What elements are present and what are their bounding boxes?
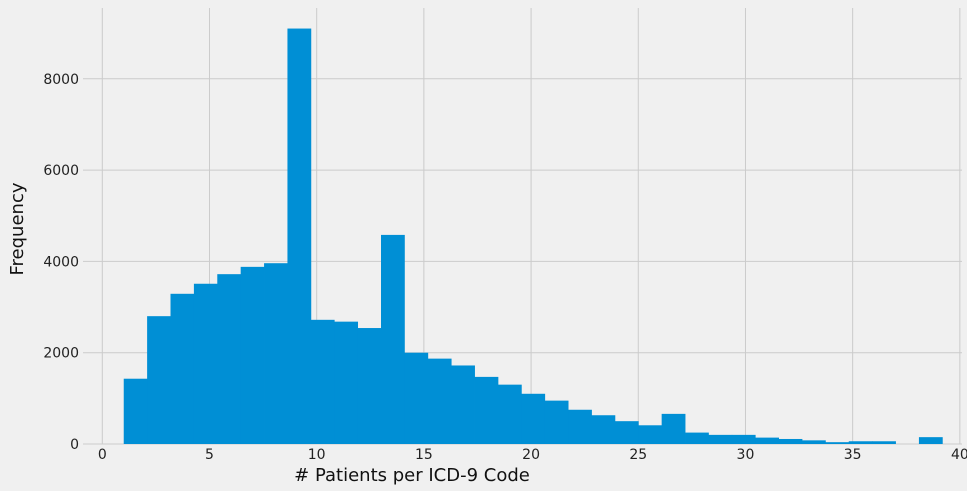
histogram-bar <box>264 263 288 444</box>
histogram-bar <box>872 441 896 444</box>
histogram-bar <box>521 393 546 444</box>
y-axis-label: Frequency <box>7 182 28 275</box>
histogram-bar <box>310 319 335 444</box>
y-tick-label: 2000 <box>43 346 79 362</box>
histogram-bar <box>357 328 382 444</box>
y-tick-label: 6000 <box>43 163 79 179</box>
histogram-bar <box>427 358 452 444</box>
histogram-bar <box>170 293 195 444</box>
x-tick-label: 15 <box>415 447 433 463</box>
x-tick-label: 25 <box>629 447 647 463</box>
histogram-bar <box>147 316 171 444</box>
histogram-bar <box>217 274 242 444</box>
histogram-bar <box>381 234 405 444</box>
histogram-bar <box>614 421 639 444</box>
x-tick-label: 35 <box>844 447 862 463</box>
histogram-bar <box>240 266 265 444</box>
histogram-bar <box>544 400 569 444</box>
x-tick-label: 0 <box>98 447 107 463</box>
bars <box>123 28 943 445</box>
x-axis-label: # Patients per ICD-9 Code <box>294 465 530 486</box>
histogram-bar <box>685 432 709 444</box>
x-tick-label: 5 <box>205 447 214 463</box>
histogram-bar <box>848 441 873 444</box>
histogram-bar <box>474 376 499 444</box>
x-tick-label: 10 <box>308 447 326 463</box>
histogram-bar <box>661 413 686 444</box>
histogram-bar <box>334 321 359 444</box>
y-tick-label: 0 <box>70 437 79 453</box>
x-tick-label: 30 <box>737 447 755 463</box>
histogram-bar <box>497 384 522 444</box>
histogram-bar <box>451 365 475 444</box>
x-tick-label: 20 <box>522 447 540 463</box>
histogram-bar <box>404 352 429 444</box>
histogram-bar <box>778 438 803 444</box>
histogram-bar <box>708 434 733 444</box>
histogram-bar <box>568 409 592 444</box>
histogram-bar <box>591 415 616 444</box>
y-tick-label: 8000 <box>43 72 79 88</box>
tick-labels: 0 5 10 15 20 25 30 35 40 0 2000 4000 6000 8000 <box>43 72 967 463</box>
histogram-bar <box>193 283 218 444</box>
histogram-bar <box>123 378 148 444</box>
histogram-bar <box>731 434 756 444</box>
histogram-bar <box>287 28 312 445</box>
x-tick-label: 40 <box>951 447 967 463</box>
histogram-bar <box>638 425 663 444</box>
histogram-bar <box>755 437 779 444</box>
histogram-bar <box>825 442 850 444</box>
histogram-bar <box>801 440 826 444</box>
y-tick-label: 4000 <box>43 254 79 270</box>
histogram-bar <box>918 437 943 444</box>
